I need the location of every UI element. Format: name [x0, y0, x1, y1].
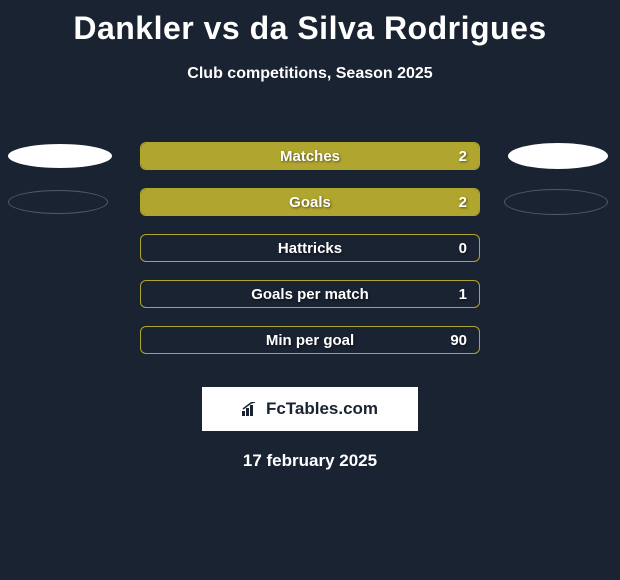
stat-bar: Min per goal 90 [140, 326, 480, 354]
stat-value: 2 [459, 148, 467, 165]
left-marker-ellipse [8, 190, 108, 214]
comparison-chart: Matches 2 Goals 2 Hattricks 0 Goals per … [0, 133, 620, 363]
date-label: 17 february 2025 [0, 451, 620, 471]
stat-value: 2 [459, 194, 467, 211]
stat-row: Matches 2 [0, 133, 620, 179]
stat-bar: Hattricks 0 [140, 234, 480, 262]
stat-value: 90 [450, 332, 467, 349]
brand-logo[interactable]: FcTables.com [202, 387, 418, 431]
brand-name: FcTables.com [266, 399, 378, 419]
stat-value: 0 [459, 240, 467, 257]
chart-icon [242, 402, 260, 416]
right-marker-ellipse [508, 143, 608, 169]
stat-bar: Matches 2 [140, 142, 480, 170]
page-subtitle: Club competitions, Season 2025 [0, 65, 620, 83]
right-marker-ellipse [504, 189, 608, 215]
stat-value: 1 [459, 286, 467, 303]
stat-label: Matches [280, 148, 340, 165]
stat-label: Min per goal [266, 332, 354, 349]
stat-row: Min per goal 90 [0, 317, 620, 363]
stat-label: Goals per match [251, 286, 369, 303]
stat-label: Goals [289, 194, 331, 211]
stat-row: Goals 2 [0, 179, 620, 225]
brand-logo-text: FcTables.com [242, 399, 378, 419]
stat-label: Hattricks [278, 240, 342, 257]
stat-row: Hattricks 0 [0, 225, 620, 271]
stat-row: Goals per match 1 [0, 271, 620, 317]
stat-bar: Goals per match 1 [140, 280, 480, 308]
left-marker-ellipse [8, 144, 112, 168]
page-title: Dankler vs da Silva Rodrigues [0, 0, 620, 47]
stat-bar: Goals 2 [140, 188, 480, 216]
